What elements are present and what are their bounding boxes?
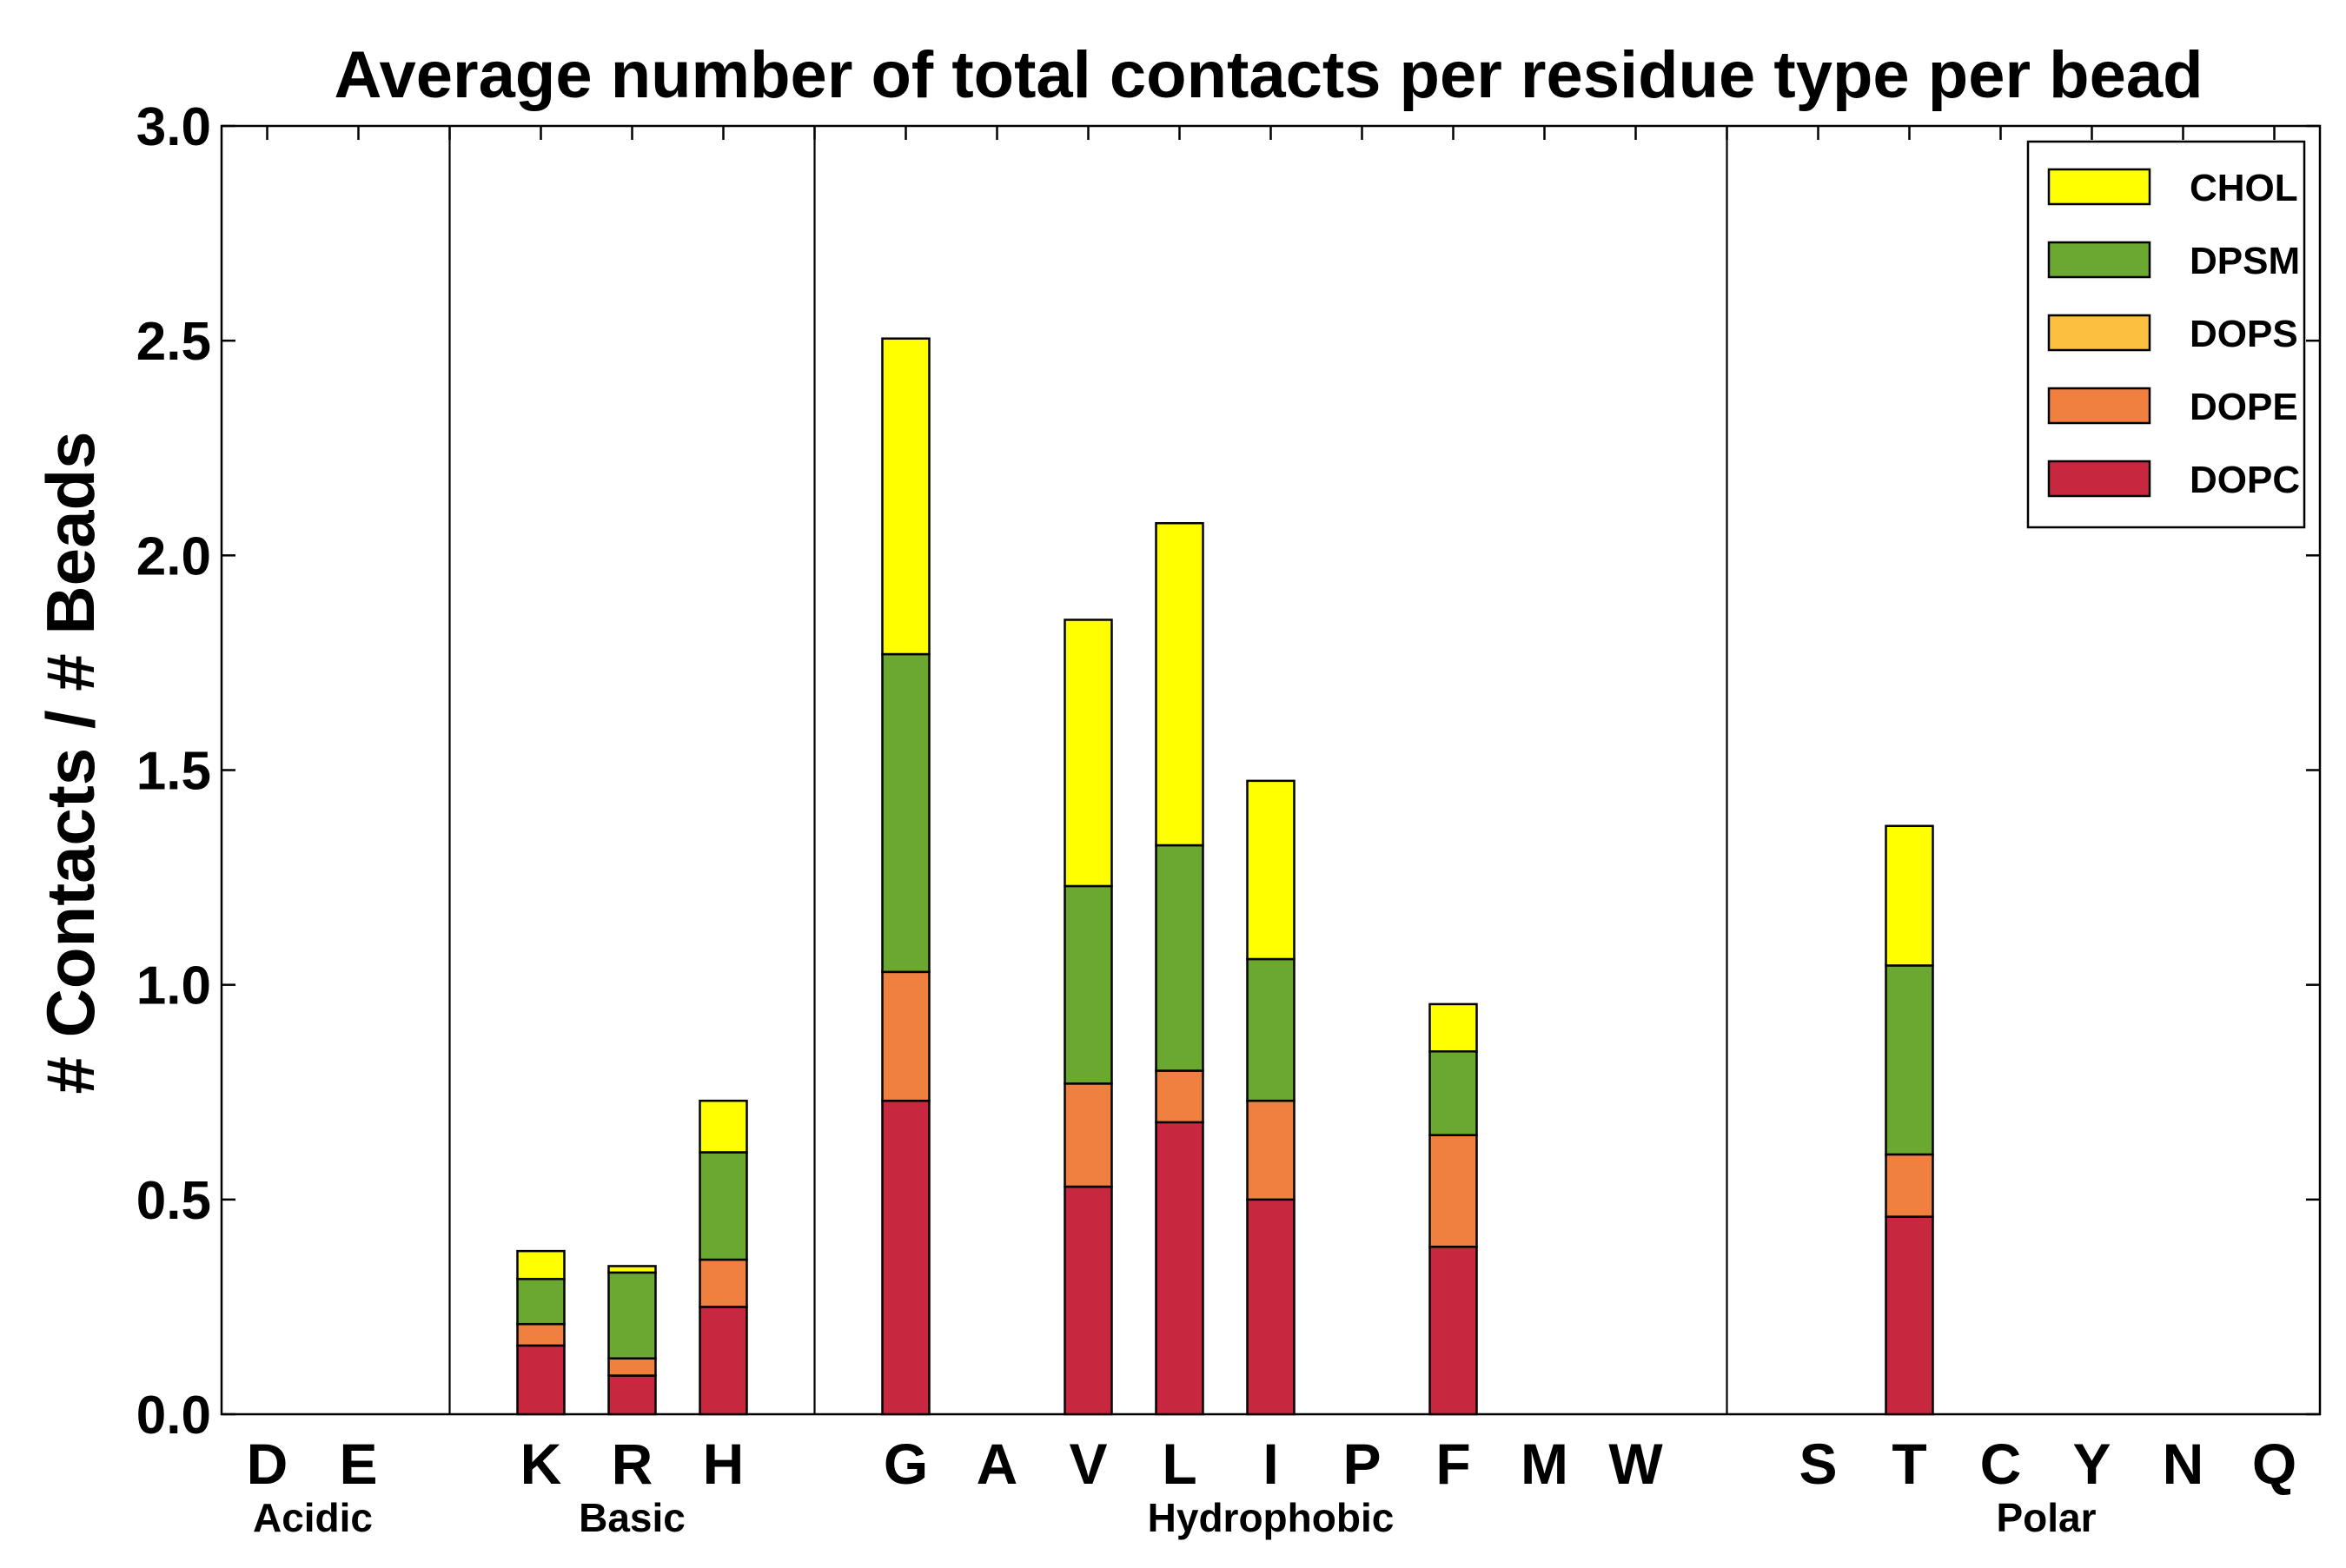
bar-segment	[699, 1306, 748, 1416]
bar-segment	[1155, 1121, 1204, 1416]
bar-segment	[607, 1271, 657, 1360]
bar-segment	[516, 1249, 566, 1280]
bar-segment	[607, 1374, 657, 1416]
y-tick-label: 0.0	[136, 1386, 211, 1446]
x-tick-label: L	[1162, 1432, 1196, 1496]
bar-segment	[516, 1322, 566, 1347]
bar-segment	[1064, 619, 1113, 888]
x-tick-label: D	[247, 1432, 288, 1496]
x-tick-label: C	[1980, 1432, 2022, 1496]
x-tick-label: Y	[2072, 1432, 2111, 1496]
bar-segment	[881, 970, 931, 1102]
x-tick-label: P	[1342, 1432, 1381, 1496]
bar-segment	[1246, 1099, 1296, 1201]
y-axis-label: # Contacts / # Beads	[32, 432, 109, 1095]
x-tick-label: A	[977, 1432, 1018, 1496]
x-tick-label: E	[339, 1432, 377, 1496]
x-tick-label: R	[612, 1432, 653, 1496]
bar-segment	[699, 1151, 748, 1261]
bar-segment	[881, 337, 931, 656]
group-label: Basic	[579, 1495, 686, 1540]
x-tick-label: F	[1435, 1432, 1470, 1496]
bar-segment	[516, 1344, 566, 1416]
bar-segment	[1428, 1245, 1478, 1416]
legend-swatch	[2047, 241, 2151, 279]
bar-segment	[1246, 779, 1296, 961]
bar-segment	[1885, 1153, 1934, 1218]
x-tick-label: I	[1262, 1432, 1278, 1496]
bar-segment	[1155, 1069, 1204, 1124]
bar-segment	[1246, 1198, 1296, 1416]
x-tick-label: N	[2163, 1432, 2204, 1496]
x-tick-label: M	[1521, 1432, 1568, 1496]
y-tick-label: 1.0	[136, 956, 211, 1016]
legend-label: DOPE	[2190, 386, 2298, 428]
plot-area: 0.0 0.5 1.0 1.5 2.0 2.5 3.0 D E K R H G A V L I P F M W S T C Y N…	[136, 97, 2322, 1540]
y-tick-label: 3.0	[136, 97, 211, 157]
bar-segment	[881, 652, 931, 974]
bar-segment	[1428, 1050, 1478, 1136]
bar-segment	[1885, 824, 1934, 967]
bar-segment	[699, 1258, 748, 1308]
y-tick-label: 0.5	[136, 1171, 211, 1231]
y-tick-label: 2.0	[136, 526, 211, 586]
legend-swatch	[2047, 314, 2151, 352]
legend-swatch	[2047, 460, 2151, 498]
bar-segment	[1155, 522, 1204, 847]
bar-segment	[1064, 1082, 1113, 1188]
x-tick-label: K	[520, 1432, 562, 1496]
bar-segment	[1064, 884, 1113, 1085]
x-tick-label: H	[703, 1432, 745, 1496]
bar-segment	[516, 1278, 566, 1326]
bar-segment	[1155, 844, 1204, 1072]
bar-segment	[607, 1357, 657, 1377]
legend-label: DOPC	[2190, 459, 2300, 501]
x-tick-label: G	[884, 1432, 928, 1496]
x-tick-label: W	[1608, 1432, 1663, 1496]
legend-label: CHOL	[2190, 167, 2298, 209]
group-label: Hydrophobic	[1148, 1495, 1395, 1540]
x-tick-label: V	[1069, 1432, 1107, 1496]
y-tick-label: 2.5	[136, 312, 211, 372]
legend-label: DPSM	[2190, 240, 2300, 282]
y-tick-label: 1.5	[136, 742, 211, 802]
group-label: Acidic	[253, 1495, 373, 1540]
x-tick-label: T	[1892, 1432, 1926, 1496]
bar-segment	[1246, 957, 1296, 1102]
legend-swatch	[2047, 387, 2151, 425]
bar-segment	[607, 1265, 657, 1274]
bar-segment	[1428, 1002, 1478, 1053]
bar-segment	[699, 1099, 748, 1154]
legend-swatch	[2047, 168, 2151, 206]
bar-segment	[1885, 964, 1934, 1156]
legend-label: DOPS	[2190, 313, 2298, 355]
bar-segment	[1428, 1134, 1478, 1248]
x-tick-label: Q	[2252, 1432, 2296, 1496]
chart-title: Average number of total contacts per res…	[334, 38, 2203, 112]
bar-segment	[1064, 1185, 1113, 1416]
bar-segment	[881, 1099, 931, 1416]
group-label: Polar	[1996, 1495, 2096, 1540]
x-tick-label: S	[1799, 1432, 1837, 1496]
bar-segment	[1885, 1215, 1934, 1416]
